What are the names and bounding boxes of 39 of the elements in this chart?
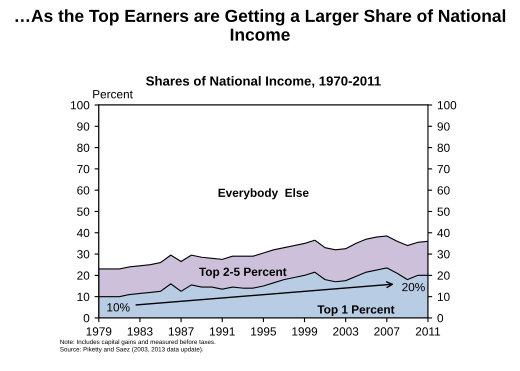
x-tick-label: 2003 <box>333 327 358 336</box>
y2-tick-label: 100 <box>438 101 456 110</box>
y-tick-label: 80 <box>77 144 90 152</box>
annotation: 20% <box>402 282 425 292</box>
y-tick-label: 20 <box>77 271 90 280</box>
y-tick-label: 0 <box>84 314 90 322</box>
y-tick-label: 30 <box>77 250 90 258</box>
x-tick-label: 1991 <box>210 327 235 336</box>
y-tick-label: 70 <box>77 164 90 174</box>
chart-title: …As the Top Earners are Getting a Larger Share of National Income <box>16 9 506 41</box>
y-axis-title: Percent <box>93 90 133 98</box>
y2-tick-label: 0 <box>437 314 444 322</box>
series-label: Top 2-5 Percent <box>199 268 287 278</box>
annotation: 10% <box>107 303 130 312</box>
x-tick-label: 1987 <box>168 327 194 336</box>
y2-tick-label: 70 <box>438 164 450 174</box>
series-label: Everybody Else <box>218 188 309 200</box>
series-label: Top 1 Percent <box>317 305 394 316</box>
y2-tick-label: 30 <box>437 250 450 258</box>
y-tick-label: 90 <box>77 122 90 131</box>
y2-tick-label: 90 <box>438 122 450 131</box>
y-tick-label: 50 <box>77 208 90 216</box>
y2-tick-label: 40 <box>437 228 450 238</box>
y-tick-label: 100 <box>70 101 90 110</box>
x-tick-label: 1979 <box>86 327 112 336</box>
y-tick-label: 10 <box>78 292 90 302</box>
x-tick-label: 2011 <box>416 327 440 336</box>
y2-tick-label: 60 <box>438 186 450 195</box>
y2-tick-label: 10 <box>438 292 450 302</box>
y2-tick-label: 50 <box>437 208 450 216</box>
x-tick-label: 1999 <box>292 327 318 336</box>
chart-subtitle: Shares of National Income, 1970-2011 <box>146 76 381 88</box>
x-tick-label: 2007 <box>374 327 400 336</box>
y2-tick-label: 80 <box>438 144 450 152</box>
x-tick-label: 1995 <box>251 327 276 336</box>
y2-tick-label: 20 <box>438 271 450 280</box>
y-tick-label: 60 <box>77 186 90 195</box>
x-tick-label: 1983 <box>128 327 153 336</box>
y-tick-label: 40 <box>76 228 90 238</box>
